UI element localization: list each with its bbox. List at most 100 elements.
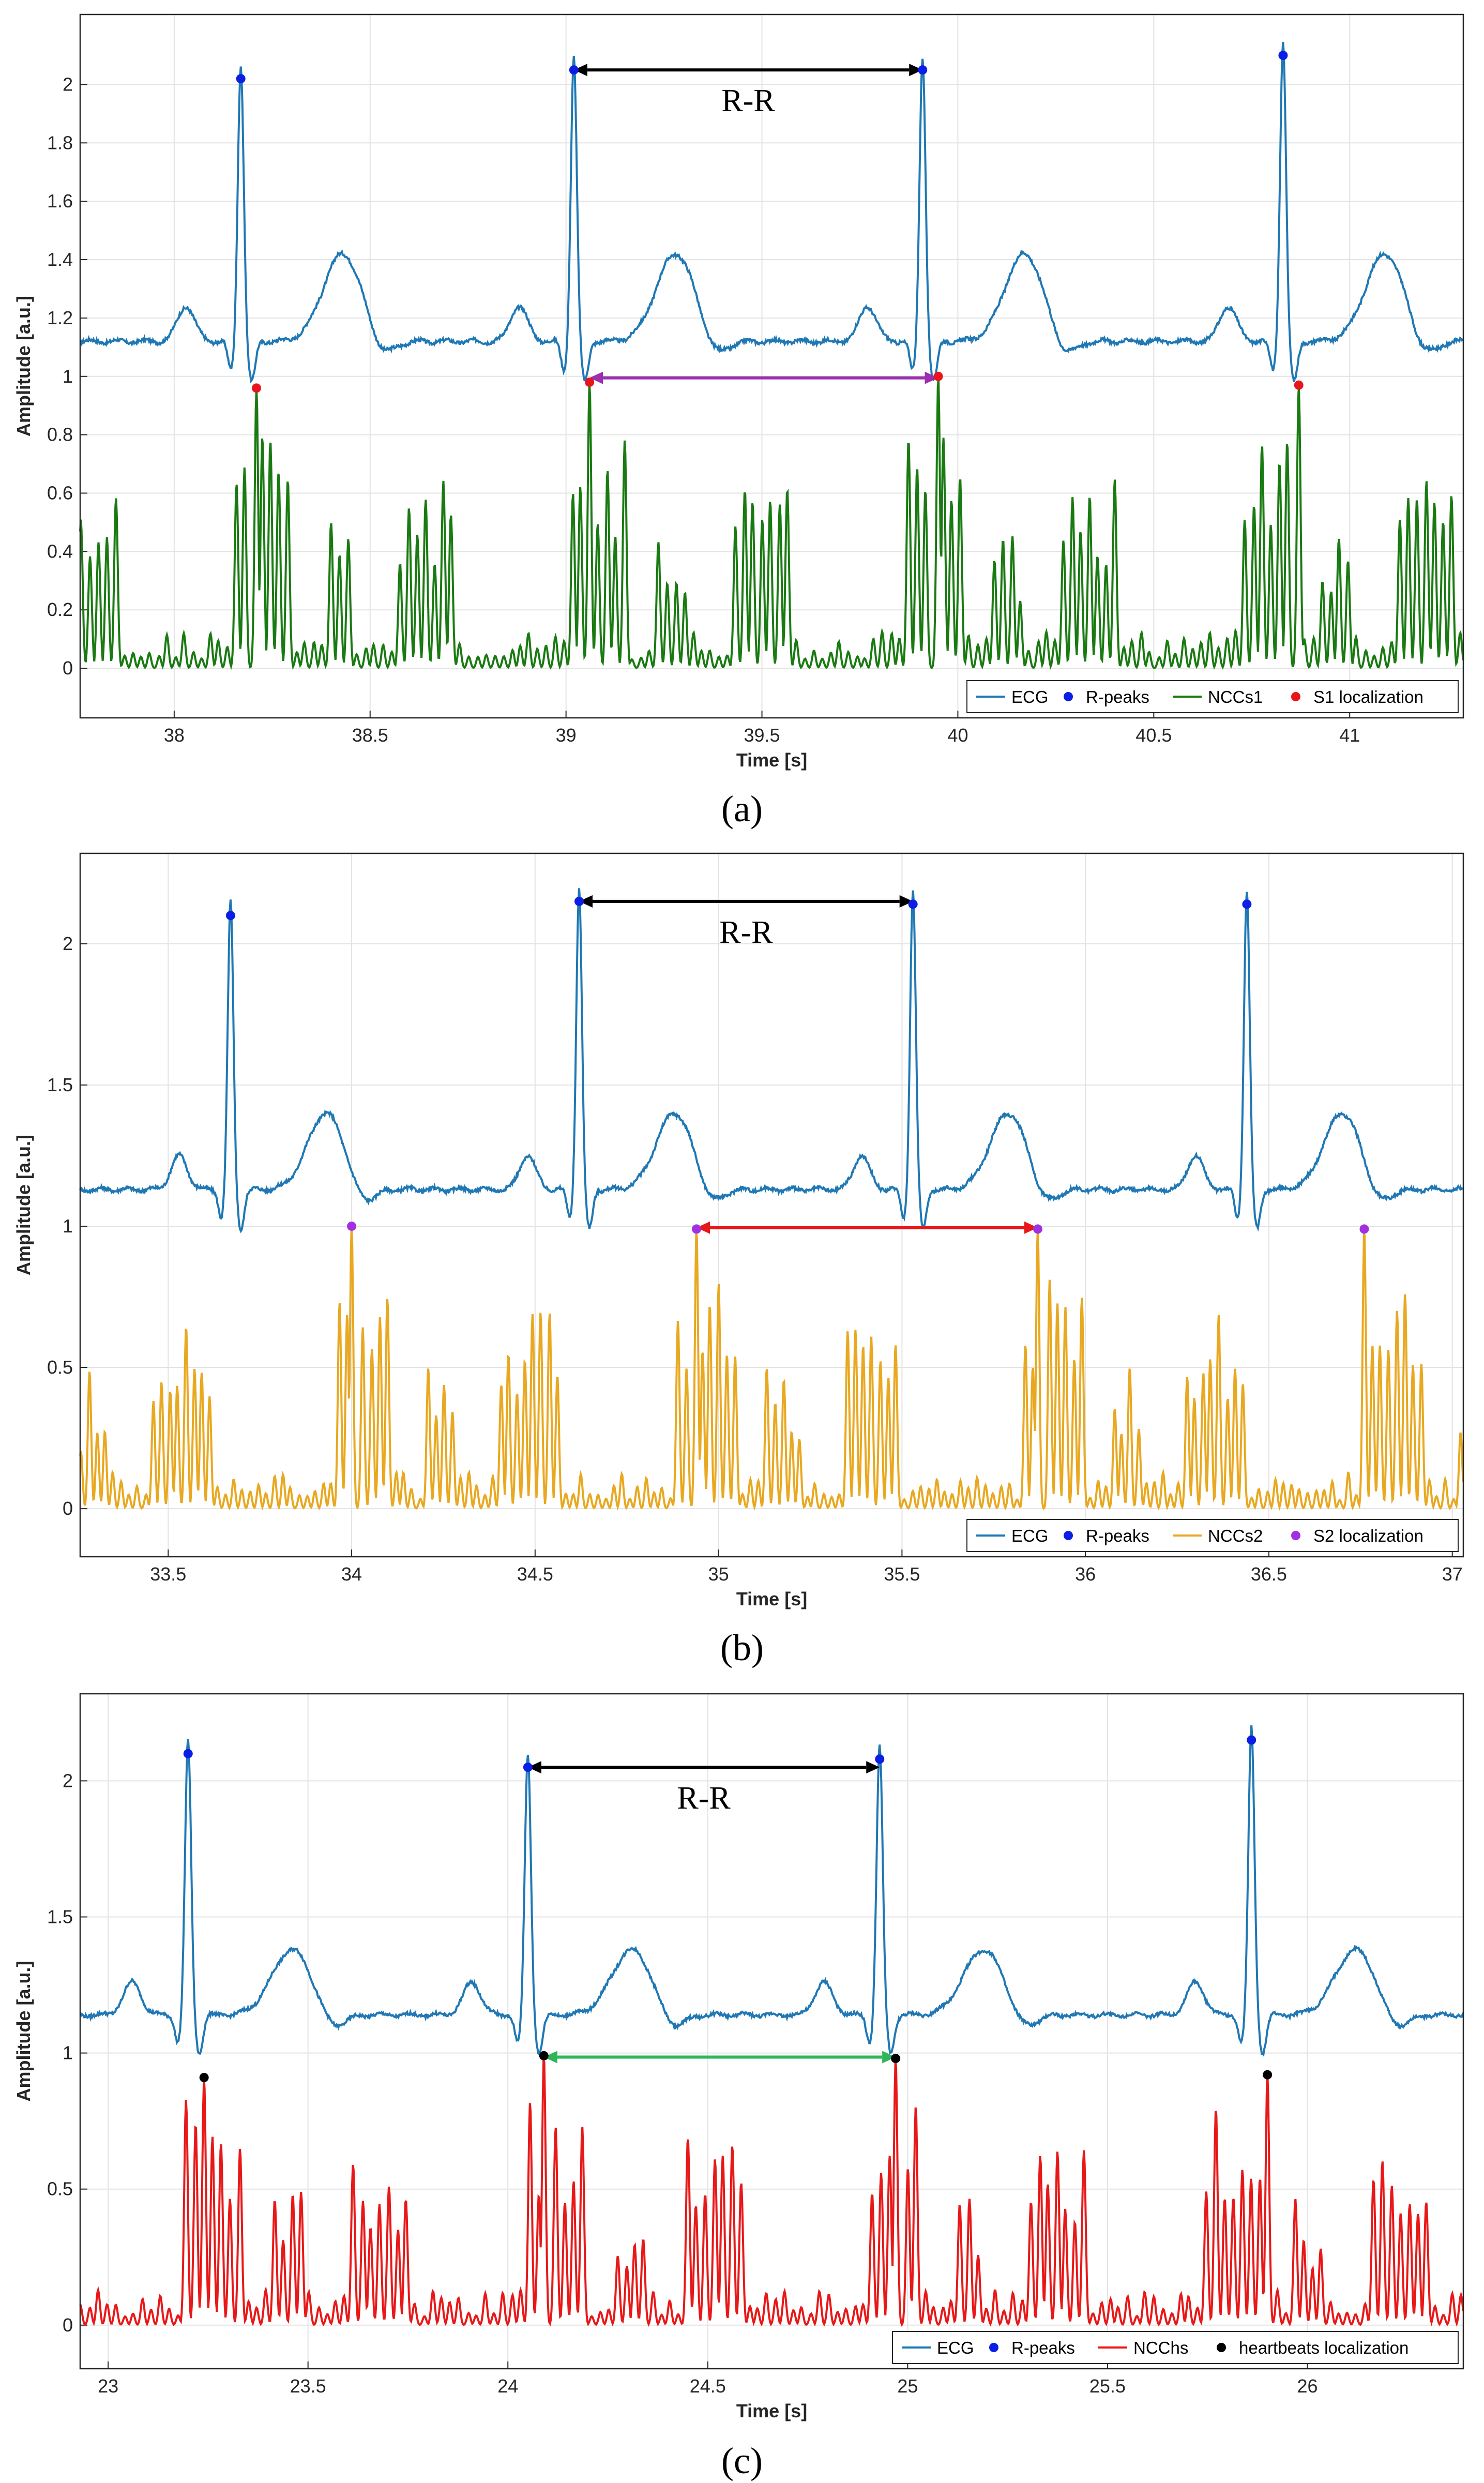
legend-box (892, 2331, 1459, 2364)
legend-swatch-dot (1064, 692, 1073, 701)
panel-a: 38 38.5 39 39.5 40 40.5 41 0 0.2 0.4 0.6 0.8 1 1.2 1.4… (13, 13, 1464, 771)
legend-label: ECG (1011, 687, 1049, 706)
rr-arrowhead (579, 895, 593, 908)
rr-label: R-R (677, 1781, 731, 1816)
ncc-series-line (79, 2059, 1464, 2327)
rr-arrowhead (1024, 1221, 1038, 1234)
y-tick-label: 0.5 (47, 2178, 73, 2200)
legend-label: R-peaks (1011, 2338, 1075, 2357)
localization-point (1263, 2070, 1273, 2080)
x-tick-label: 35 (708, 1563, 729, 1585)
rr-arrowhead (527, 1761, 541, 1774)
x-axis-label: Time [s] (736, 749, 807, 771)
y-tick-label: 2 (63, 73, 73, 95)
x-axis-label: Time [s] (736, 1588, 807, 1609)
y-axis-label: Amplitude [a.u.] (13, 296, 34, 437)
r-peak-point (1242, 899, 1252, 909)
x-tick-label: 36 (1075, 1563, 1096, 1585)
x-axis-label: Time [s] (736, 2400, 807, 2421)
rr-arrowhead (543, 2051, 557, 2064)
caption-c: (c) (721, 2440, 763, 2481)
r-peak-point (574, 896, 584, 906)
r-peak-point (183, 1749, 193, 1758)
x-tick-label: 25 (897, 2375, 918, 2397)
axes-frame (79, 1693, 1464, 2370)
y-axis-label: Amplitude [a.u.] (13, 1135, 34, 1275)
rr-label: R-R (721, 83, 775, 118)
y-tick-label: 2 (63, 933, 73, 954)
localization-point (933, 371, 943, 381)
rr-arrowhead (909, 64, 923, 77)
legend-label: NCChs (1133, 2338, 1188, 2357)
legend-label: ECG (937, 2338, 974, 2357)
legend-label: R-peaks (1086, 1526, 1149, 1545)
y-tick-label: 1.5 (47, 1074, 73, 1095)
rr-arrowhead (573, 64, 587, 77)
x-tick-label: 39.5 (744, 725, 780, 746)
legend-swatch-dot (1291, 1531, 1300, 1540)
r-peak-point (225, 911, 235, 921)
r-peak-point (908, 899, 918, 909)
y-tick-label: 1 (63, 1215, 73, 1237)
legend-label: NCCs2 (1208, 1526, 1263, 1545)
x-tick-label: 40 (947, 725, 968, 746)
caption-a: (a) (721, 788, 763, 830)
y-tick-label: 0 (63, 657, 73, 679)
y-tick-label: 1.8 (47, 132, 73, 153)
x-tick-label: 41 (1339, 725, 1360, 746)
panel-b: 33.5 34 34.5 35 35.5 36 36.5 37 0 0.5 1 1.5 2 Time [s… (13, 852, 1464, 1609)
x-tick-label: 26 (1297, 2375, 1318, 2397)
x-tick-label: 24 (497, 2375, 518, 2397)
rr-arrowhead (866, 1761, 880, 1774)
caption-b: (b) (720, 1627, 764, 1668)
localization-point (1294, 380, 1304, 390)
y-tick-label: 2 (63, 1770, 73, 1791)
localization-point (539, 2051, 549, 2060)
localization-point (1033, 1224, 1042, 1234)
legend-swatch-dot (989, 2343, 998, 2352)
legend-label: R-peaks (1086, 687, 1149, 706)
legend-box (966, 1519, 1459, 1552)
y-tick-label: 1.5 (47, 1906, 73, 1927)
x-tick-label: 39 (556, 725, 577, 746)
y-tick-label: 0.6 (47, 482, 73, 503)
ecg-series-line (79, 1725, 1464, 2057)
y-tick-label: 1 (63, 2042, 73, 2064)
r-peak-point (875, 1754, 885, 1764)
r-peak-point (918, 65, 928, 75)
localization-point (347, 1221, 357, 1231)
x-tick-label: 35.5 (884, 1563, 920, 1585)
panel-c: 23 23.5 24 24.5 25 25.5 26 0 0.5 1 1.5 2 Time [s] Amp… (13, 1693, 1464, 2421)
y-tick-label: 1.2 (47, 307, 73, 328)
legend-swatch-dot (1217, 2343, 1226, 2352)
x-tick-label: 36.5 (1251, 1563, 1287, 1585)
x-tick-label: 38.5 (352, 725, 388, 746)
x-tick-label: 34.5 (517, 1563, 553, 1585)
legend-box (966, 680, 1459, 713)
rr-arrowhead (696, 1221, 710, 1234)
legend-swatch-dot (1291, 692, 1300, 701)
legend-swatch-dot (1064, 1531, 1073, 1540)
x-tick-label: 37 (1442, 1563, 1463, 1585)
x-tick-label: 24.5 (690, 2375, 726, 2397)
ncc-series-line (79, 379, 1464, 670)
ncc-series-line (79, 1226, 1464, 1511)
y-tick-label: 0.5 (47, 1357, 73, 1378)
x-tick-label: 25.5 (1089, 2375, 1126, 2397)
localization-point (891, 2054, 901, 2064)
legend-label: S1 localization (1313, 687, 1424, 706)
r-peak-point (236, 74, 246, 84)
legend-label: ECG (1011, 1526, 1049, 1545)
y-tick-label: 0 (63, 2314, 73, 2336)
y-tick-label: 0.8 (47, 424, 73, 445)
y-tick-label: 1 (63, 366, 73, 387)
legend-label: NCCs1 (1208, 687, 1263, 706)
x-tick-label: 40.5 (1135, 725, 1172, 746)
plot-area (80, 853, 1463, 1557)
r-peak-point (1247, 1735, 1256, 1745)
localization-point (585, 378, 595, 387)
axes-frame (79, 13, 1464, 719)
localization-point (199, 2072, 209, 2082)
y-tick-label: 0.4 (47, 540, 73, 562)
